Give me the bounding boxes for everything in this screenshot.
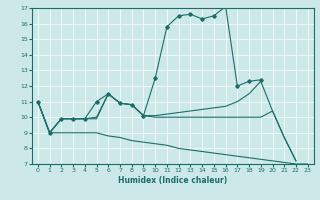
X-axis label: Humidex (Indice chaleur): Humidex (Indice chaleur) — [118, 176, 228, 185]
